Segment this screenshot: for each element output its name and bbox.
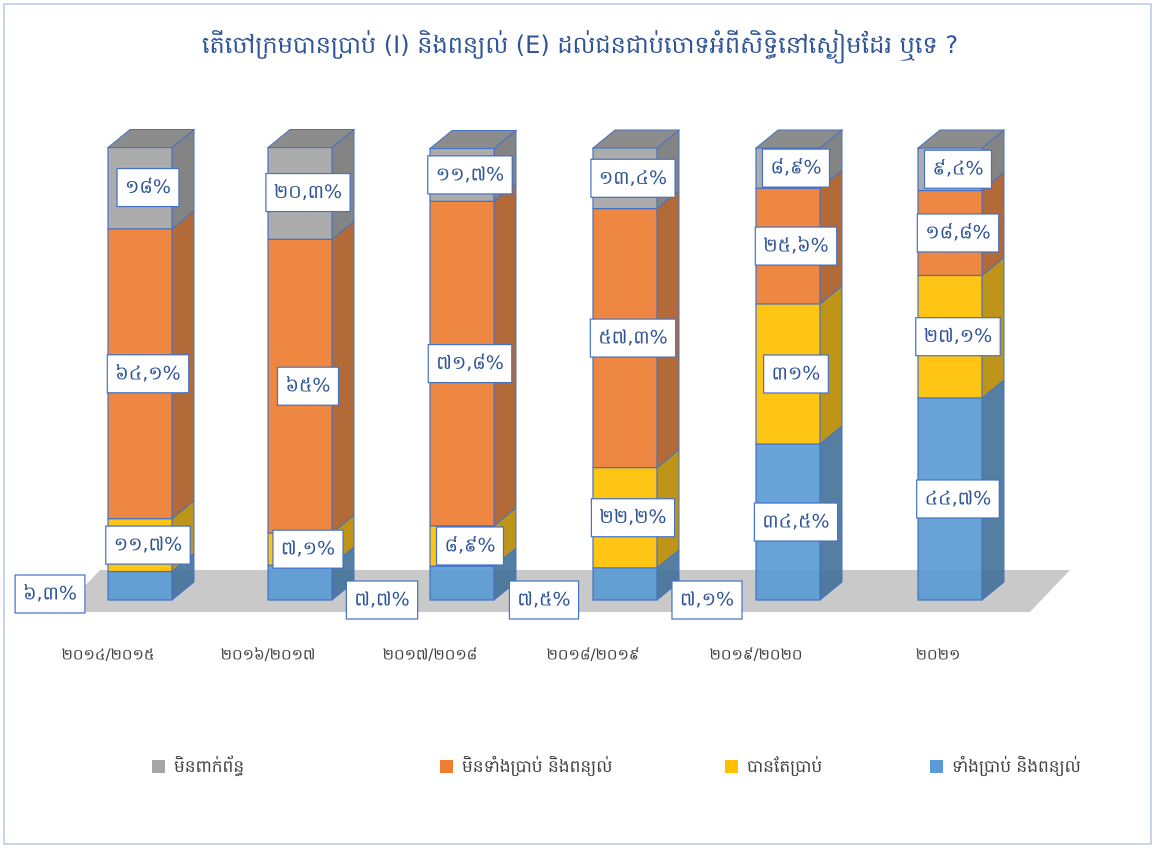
bar-top xyxy=(591,129,681,149)
x-tick-label: ២០១៤/២០១៥ xyxy=(62,646,155,664)
data-label-box xyxy=(916,479,1000,519)
chart-title: តើចៅក្រមបានប្រាប់ (I) និងពន្យល់ (E) ដល់ជ… xyxy=(202,29,958,64)
legend-swatch xyxy=(930,760,943,773)
data-label-box xyxy=(915,317,1001,357)
data-label-box xyxy=(105,525,191,565)
data-label: ២៧,១% xyxy=(924,325,992,347)
x-tick-label: ២០១៩/២០២០ xyxy=(710,646,803,664)
data-label: ៧,១% xyxy=(281,538,335,560)
data-label-box xyxy=(916,213,1000,253)
data-label-box xyxy=(590,498,676,538)
data-label-box xyxy=(427,344,513,384)
data-label: ៨,៩% xyxy=(771,157,822,179)
data-label-box xyxy=(589,318,677,358)
data-label-box xyxy=(272,529,344,569)
data-label: ១៣,៤% xyxy=(599,167,667,189)
data-label: ១៨,៨% xyxy=(925,221,990,243)
data-label-box xyxy=(106,354,190,394)
data-label: ៦,៣% xyxy=(23,583,77,605)
data-label: ៣៤,៥% xyxy=(762,511,829,533)
data-label-box xyxy=(435,526,505,566)
bar xyxy=(107,570,173,601)
data-label-box xyxy=(754,226,838,266)
data-label: ១១,៧% xyxy=(114,534,182,556)
x-tick-label: ២០១៦/២០១៧ xyxy=(221,646,316,664)
data-label: ៧១,៨% xyxy=(436,352,504,374)
data-label: ៧,៥% xyxy=(517,589,570,611)
data-label: ៨,៩% xyxy=(445,534,496,556)
data-label-box xyxy=(427,155,513,195)
x-tick-label: ២០១៨/២០១៩ xyxy=(547,646,640,664)
data-label: ៦៤,១% xyxy=(115,362,180,384)
legend-label: មិនទាំងប្រាប់ និងពន្យល់ xyxy=(462,755,612,777)
data-label: ៦៥% xyxy=(286,375,331,397)
data-label-box xyxy=(761,148,831,188)
data-label-box xyxy=(753,502,839,542)
data-label: ១១,៧% xyxy=(436,163,504,185)
data-label: ២៥,៦% xyxy=(763,235,828,257)
data-label: ៧,១% xyxy=(680,589,734,611)
data-label: ១៨% xyxy=(125,176,171,198)
legend-swatch xyxy=(725,760,738,773)
bar-top xyxy=(106,129,196,149)
x-tick-label: ២០២១ xyxy=(916,646,961,664)
data-label: ២០,៣% xyxy=(274,181,342,203)
data-label-box xyxy=(590,158,676,198)
x-tick-label: ២០១៧/២០១៨ xyxy=(383,646,478,664)
legend-label: មិនពាក់ព័ន្ធ xyxy=(174,755,244,777)
data-label-box xyxy=(265,172,351,213)
bar xyxy=(592,567,658,601)
data-label: ៥៧,៣% xyxy=(598,327,667,349)
data-label-box xyxy=(763,354,829,394)
bar xyxy=(429,565,495,601)
data-label: ៤៤,៧% xyxy=(925,487,992,509)
data-label-box xyxy=(671,580,743,620)
data-label: ២២,២% xyxy=(599,506,666,528)
data-label: ៩,៤% xyxy=(933,158,984,180)
data-label-box xyxy=(276,366,340,406)
bar-top xyxy=(754,129,844,149)
data-label-box xyxy=(508,580,580,620)
legend-label: ទាំងប្រាប់ និងពន្យល់ xyxy=(952,755,1081,777)
data-label-box xyxy=(116,167,180,208)
data-label: ៧,៧% xyxy=(354,589,409,611)
legend-swatch xyxy=(152,760,165,773)
data-label-box xyxy=(345,580,419,620)
bar-top xyxy=(266,129,356,149)
data-label-box xyxy=(923,149,993,189)
data-label: ៣១% xyxy=(772,363,821,385)
data-label-box xyxy=(14,574,86,614)
bar xyxy=(267,564,333,601)
bar-top xyxy=(428,129,518,149)
legend-label: បានតែប្រាប់ xyxy=(747,755,822,777)
bar-top xyxy=(916,129,1006,149)
legend-swatch xyxy=(440,760,453,773)
